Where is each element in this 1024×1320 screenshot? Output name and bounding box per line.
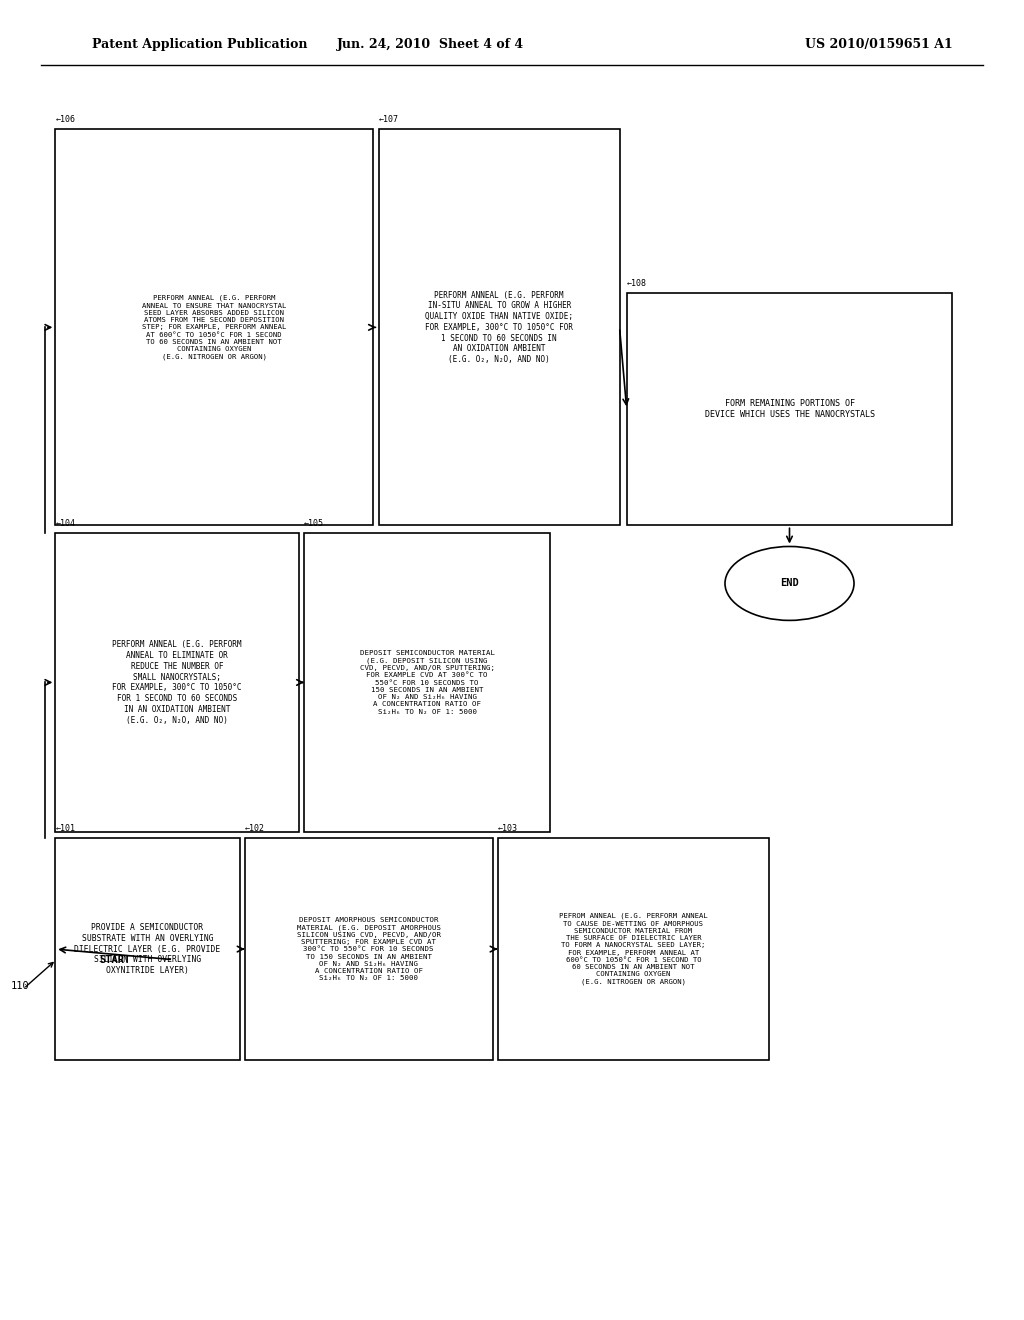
- Text: PERFORM ANNEAL (E.G. PERFORM
IN-SITU ANNEAL TO GROW A HIGHER
QUALITY OXIDE THAN : PERFORM ANNEAL (E.G. PERFORM IN-SITU ANN…: [425, 290, 573, 364]
- Text: US 2010/0159651 A1: US 2010/0159651 A1: [805, 38, 952, 51]
- Text: ←101: ←101: [55, 824, 76, 833]
- Text: PERFORM ANNEAL (E.G. PERFORM
ANNEAL TO ENSURE THAT NANOCRYSTAL
SEED LAYER ABSORB: PERFORM ANNEAL (E.G. PERFORM ANNEAL TO E…: [142, 294, 286, 360]
- Text: Patent Application Publication: Patent Application Publication: [92, 38, 307, 51]
- Text: Jun. 24, 2010  Sheet 4 of 4: Jun. 24, 2010 Sheet 4 of 4: [337, 38, 523, 51]
- Text: ←102: ←102: [245, 824, 265, 833]
- Text: DEPOSIT AMORPHOUS SEMICONDUCTOR
MATERIAL (E.G. DEPOSIT AMORPHOUS
SILICON USING C: DEPOSIT AMORPHOUS SEMICONDUCTOR MATERIAL…: [297, 917, 440, 981]
- Ellipse shape: [56, 924, 173, 995]
- Bar: [379, 129, 620, 525]
- Text: 110: 110: [10, 981, 29, 991]
- Bar: [55, 533, 299, 832]
- Bar: [245, 838, 493, 1060]
- Text: ←103: ←103: [498, 824, 518, 833]
- Bar: [498, 838, 769, 1060]
- Text: START: START: [99, 954, 130, 965]
- Text: END: END: [780, 578, 799, 589]
- Text: ←105: ←105: [304, 519, 325, 528]
- Text: ←107: ←107: [379, 115, 399, 124]
- Bar: [55, 129, 373, 525]
- Bar: [55, 838, 240, 1060]
- Text: ←104: ←104: [55, 519, 76, 528]
- Text: ←108: ←108: [627, 279, 647, 288]
- Bar: [304, 533, 550, 832]
- Ellipse shape: [725, 546, 854, 620]
- Text: FIG. 7: FIG. 7: [654, 1030, 749, 1056]
- Bar: [627, 293, 952, 525]
- Text: PROVIDE A SEMICONDUCTOR
SUBSTRATE WITH AN OVERLYING
DIELECTRIC LAYER (E.G. PROVI: PROVIDE A SEMICONDUCTOR SUBSTRATE WITH A…: [75, 923, 220, 975]
- Text: ←106: ←106: [55, 115, 76, 124]
- Text: FORM REMAINING PORTIONS OF
DEVICE WHICH USES THE NANOCRYSTALS: FORM REMAINING PORTIONS OF DEVICE WHICH …: [705, 400, 874, 418]
- Text: DEPOSIT SEMICONDUCTOR MATERIAL
(E.G. DEPOSIT SILICON USING
CVD, PECVD, AND/OR SP: DEPOSIT SEMICONDUCTOR MATERIAL (E.G. DEP…: [359, 651, 495, 714]
- Text: PERFORM ANNEAL (E.G. PERFORM
ANNEAL TO ELIMINATE OR
REDUCE THE NUMBER OF
SMALL N: PERFORM ANNEAL (E.G. PERFORM ANNEAL TO E…: [113, 640, 242, 725]
- Text: PEFROM ANNEAL (E.G. PERFORM ANNEAL
TO CAUSE DE-WETTING OF AMORPHOUS
SEMICONDUCTO: PEFROM ANNEAL (E.G. PERFORM ANNEAL TO CA…: [559, 913, 708, 985]
